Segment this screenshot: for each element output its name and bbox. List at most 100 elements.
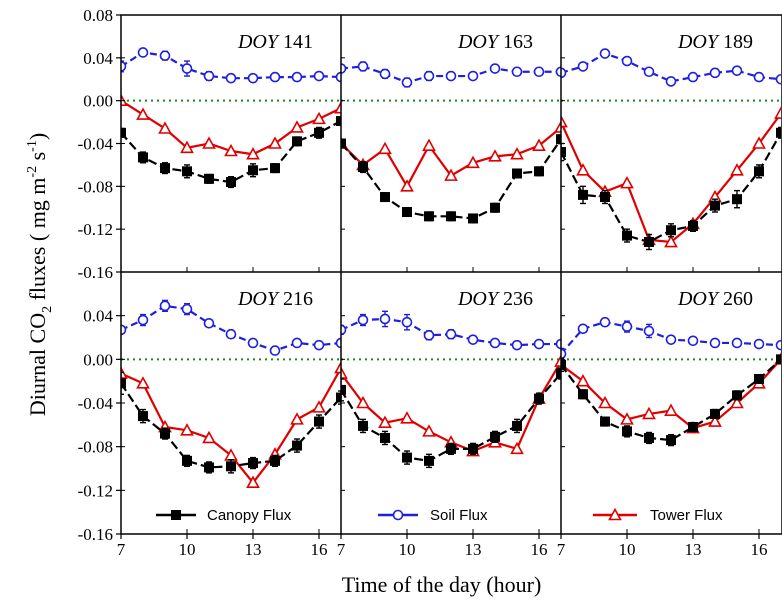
panel-doy-236: DOY 236 <box>336 288 567 467</box>
series-line-canopy-flux <box>561 359 781 440</box>
legend-item-soil-flux: Soil Flux <box>378 507 488 524</box>
x-tick-label: 13 <box>685 540 702 559</box>
data-point-soil-flux <box>535 67 544 76</box>
panel-label-doy: DOY 260 <box>677 288 753 310</box>
data-point-canopy-flux <box>183 456 192 465</box>
data-point-canopy-flux <box>315 128 324 137</box>
data-point-canopy-flux <box>601 417 610 426</box>
legend-marker <box>172 511 181 520</box>
panel-doy-216: DOY 216 <box>116 288 347 487</box>
x-tick-label: 7 <box>117 540 126 559</box>
data-point-canopy-flux <box>689 423 698 432</box>
data-point-soil-flux <box>249 74 258 83</box>
panel-doy-189: DOY 189 <box>556 31 782 250</box>
y-tick-label: 0.08 <box>83 6 113 25</box>
data-point-soil-flux <box>513 341 522 350</box>
x-tick-label: 16 <box>311 540 328 559</box>
data-point-canopy-flux <box>139 412 148 421</box>
y-tick-label: -0.16 <box>78 525 113 544</box>
data-point-canopy-flux <box>205 463 214 472</box>
data-point-soil-flux <box>293 338 302 347</box>
data-point-canopy-flux <box>227 462 236 471</box>
data-point-soil-flux <box>623 322 632 331</box>
panel-plot-area <box>116 300 347 487</box>
data-point-soil-flux <box>733 66 742 75</box>
data-point-canopy-flux <box>425 456 434 465</box>
data-point-soil-flux <box>777 75 782 84</box>
data-point-canopy-flux <box>293 137 302 146</box>
data-point-soil-flux <box>755 73 764 82</box>
y-tick-label: 0.04 <box>83 307 113 326</box>
data-point-soil-flux <box>359 62 368 71</box>
y-tick-label: 0.04 <box>83 49 113 68</box>
data-point-canopy-flux <box>403 208 412 217</box>
data-point-soil-flux <box>271 346 280 355</box>
data-point-canopy-flux <box>205 174 214 183</box>
panel-plot-area <box>336 311 567 467</box>
y-tick-label: -0.08 <box>78 177 113 196</box>
data-point-soil-flux <box>579 324 588 333</box>
data-point-canopy-flux <box>271 456 280 465</box>
data-point-soil-flux <box>293 73 302 82</box>
data-point-canopy-flux <box>447 212 456 221</box>
legend-label: Canopy Flux <box>207 507 292 524</box>
data-point-soil-flux <box>601 318 610 327</box>
data-point-canopy-flux <box>469 444 478 453</box>
data-point-tower-flux <box>160 123 171 133</box>
data-point-soil-flux <box>183 305 192 314</box>
data-point-tower-flux <box>204 138 215 148</box>
y-tick-label: -0.12 <box>78 481 113 500</box>
data-point-canopy-flux <box>381 433 390 442</box>
data-point-canopy-flux <box>469 214 478 223</box>
y-tick-label: -0.04 <box>78 394 114 413</box>
panel-plot-area <box>336 62 567 223</box>
data-point-canopy-flux <box>381 193 390 202</box>
data-point-soil-flux <box>513 67 522 76</box>
data-point-soil-flux <box>469 72 478 81</box>
panel-plot-area <box>556 49 782 249</box>
data-point-canopy-flux <box>315 417 324 426</box>
data-point-tower-flux <box>314 402 325 412</box>
data-point-canopy-flux <box>623 427 632 436</box>
data-point-canopy-flux <box>491 432 500 441</box>
series-soil-flux <box>337 62 566 87</box>
data-point-canopy-flux <box>513 421 522 430</box>
y-tick-label: -0.12 <box>78 220 113 239</box>
data-point-tower-flux <box>402 413 413 423</box>
legend-item-canopy-flux: Canopy Flux <box>156 507 292 524</box>
data-point-soil-flux <box>227 74 236 83</box>
legend-label: Soil Flux <box>430 507 488 524</box>
data-point-tower-flux <box>622 178 633 188</box>
series-tower-flux <box>336 122 567 191</box>
data-point-canopy-flux <box>271 164 280 173</box>
legend-marker <box>394 511 403 520</box>
data-point-canopy-flux <box>623 231 632 240</box>
series-soil-flux <box>557 318 782 360</box>
data-point-canopy-flux <box>755 167 764 176</box>
data-point-soil-flux <box>733 338 742 347</box>
data-point-soil-flux <box>139 48 148 57</box>
data-point-canopy-flux <box>733 391 742 400</box>
data-point-soil-flux <box>689 73 698 82</box>
y-axis-title: Diurnal CO2 fluxes ( mg m-2 s-1) <box>25 133 55 416</box>
series-line-tower-flux <box>561 359 781 428</box>
series-canopy-flux <box>557 355 782 446</box>
data-point-canopy-flux <box>733 195 742 204</box>
panel-label-doy: DOY 236 <box>457 288 533 310</box>
x-tick-label: 16 <box>531 540 548 559</box>
data-point-soil-flux <box>139 316 148 325</box>
panel-label-doy: DOY 216 <box>237 288 313 310</box>
data-point-soil-flux <box>403 78 412 87</box>
data-point-canopy-flux <box>535 167 544 176</box>
y-tick-label: 0.00 <box>83 350 113 369</box>
data-point-canopy-flux <box>777 355 782 364</box>
data-point-canopy-flux <box>249 166 258 175</box>
data-point-soil-flux <box>205 319 214 328</box>
data-point-canopy-flux <box>447 444 456 453</box>
data-point-soil-flux <box>491 64 500 73</box>
x-tick-label: 10 <box>619 540 636 559</box>
data-point-soil-flux <box>667 77 676 86</box>
data-point-soil-flux <box>403 318 412 327</box>
x-tick-label: 10 <box>399 540 416 559</box>
panel-plot-area <box>556 318 782 446</box>
